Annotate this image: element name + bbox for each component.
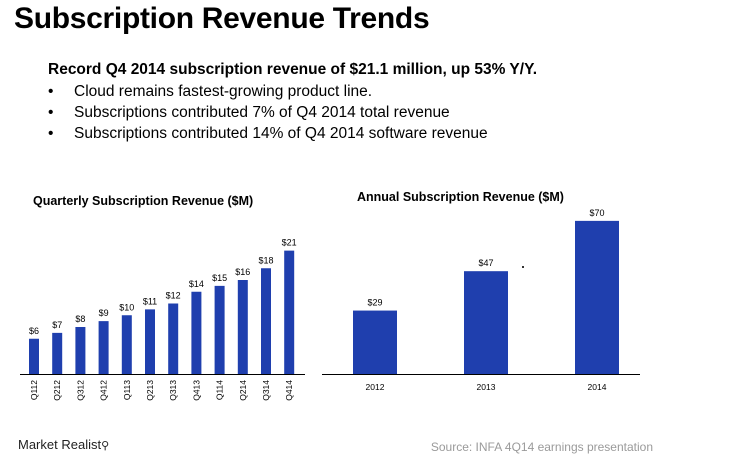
bar xyxy=(575,220,619,374)
data-label: $11 xyxy=(143,296,157,306)
x-tick-label: Q413 xyxy=(191,380,201,401)
x-tick-label: Q214 xyxy=(238,380,248,401)
x-tick-label: Q213 xyxy=(145,380,155,401)
x-tick-label: Q114 xyxy=(215,380,225,400)
bullet-item: • Cloud remains fastest-growing product l… xyxy=(48,81,488,102)
x-tick-label: Q113 xyxy=(122,380,132,400)
bar xyxy=(284,250,295,374)
bar xyxy=(98,321,109,374)
bullet-text: Subscriptions contributed 14% of Q4 2014… xyxy=(74,125,488,142)
x-tick-label: 2014 xyxy=(588,382,607,392)
market-realist-logo: Market Realist⚲ xyxy=(18,437,109,452)
data-label: $16 xyxy=(235,267,250,277)
data-label: $9 xyxy=(99,308,109,318)
logo-text: Market Realist xyxy=(18,437,102,452)
x-tick-label: Q112 xyxy=(29,380,39,400)
x-tick-label: Q312 xyxy=(75,380,85,401)
x-tick-label: 2013 xyxy=(477,382,496,392)
bullet-glyph: • xyxy=(48,104,54,121)
x-tick-label: Q414 xyxy=(284,380,294,401)
bullet-text: Cloud remains fastest-growing product li… xyxy=(74,83,373,100)
bar xyxy=(261,268,271,374)
bullet-item: • Subscriptions contributed 14% of Q4 201… xyxy=(48,123,488,144)
data-label: $7 xyxy=(52,320,62,330)
bar xyxy=(75,327,86,374)
bar xyxy=(214,285,225,374)
bar xyxy=(353,310,397,374)
x-tick-label: Q314 xyxy=(261,380,271,401)
bullet-list: • Cloud remains fastest-growing product l… xyxy=(48,81,488,144)
data-label: $18 xyxy=(258,255,273,265)
bar xyxy=(168,303,179,374)
magnifier-icon: ⚲ xyxy=(101,440,110,452)
data-label: $15 xyxy=(212,273,227,283)
data-label: $29 xyxy=(367,298,382,308)
x-tick-label: Q412 xyxy=(99,380,109,401)
bullet-item: • Subscriptions contributed 7% of Q4 2014… xyxy=(48,102,488,123)
data-label: $70 xyxy=(589,208,604,218)
bar xyxy=(464,271,508,374)
bar xyxy=(121,315,132,374)
headline: Record Q4 2014 subscription revenue of $… xyxy=(48,61,537,78)
bar xyxy=(237,280,248,374)
annual-chart-title: Annual Subscription Revenue ($M) xyxy=(357,190,564,204)
bullet-text: Subscriptions contributed 7% of Q4 2014 … xyxy=(74,104,450,121)
quarterly-chart-title: Quarterly Subscription Revenue ($M) xyxy=(33,194,254,208)
bar xyxy=(52,332,63,374)
data-label: $8 xyxy=(75,314,85,324)
data-label: $6 xyxy=(29,326,39,336)
slide-title: Subscription Revenue Trends xyxy=(14,2,430,35)
bar xyxy=(145,309,155,374)
data-label: $47 xyxy=(478,258,493,268)
bullet-glyph: • xyxy=(48,125,54,142)
x-tick-label: 2012 xyxy=(366,382,385,392)
bar xyxy=(29,338,39,374)
x-tick-label: Q212 xyxy=(52,380,62,401)
data-label: $12 xyxy=(166,291,181,301)
source-note: Source: INFA 4Q14 earnings presentation xyxy=(430,440,653,454)
data-label: $21 xyxy=(282,238,297,248)
data-label: $10 xyxy=(119,302,134,312)
x-tick-label: Q313 xyxy=(168,380,178,401)
bullet-glyph: • xyxy=(48,83,54,100)
bar xyxy=(191,291,202,374)
stray-dot xyxy=(522,266,524,268)
data-label: $14 xyxy=(189,279,204,289)
